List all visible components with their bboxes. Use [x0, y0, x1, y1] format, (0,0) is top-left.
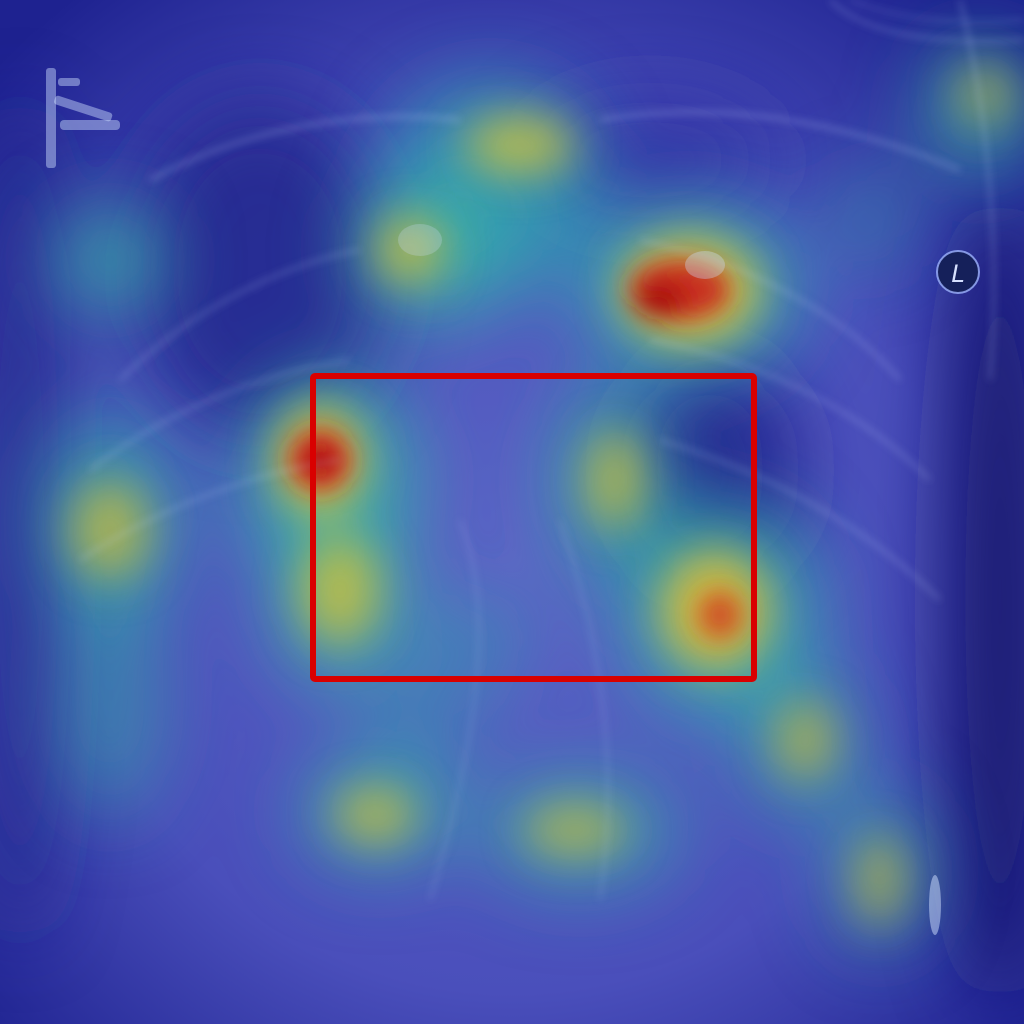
heatmap-red-peaks	[290, 260, 742, 639]
laterality-marker: L	[936, 250, 980, 294]
electrode-lead	[398, 224, 941, 935]
laterality-marker-label: L	[951, 260, 964, 288]
region-bounding-box	[310, 373, 757, 682]
medical-device-clip	[46, 68, 120, 168]
anatomy-outlines	[79, 0, 1024, 901]
